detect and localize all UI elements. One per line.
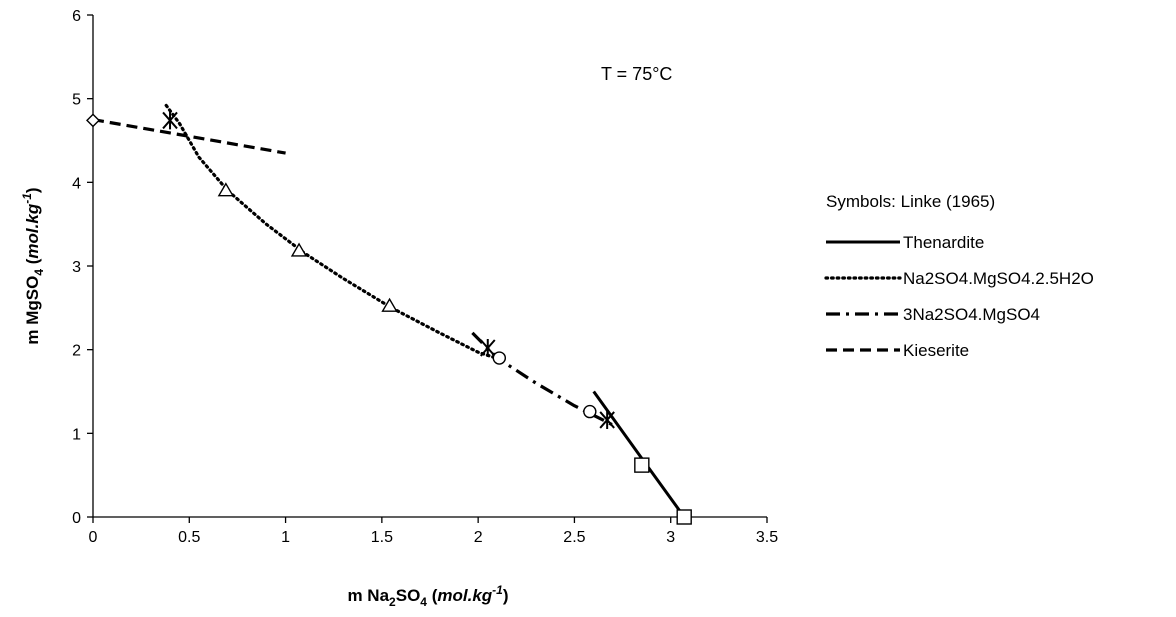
legend-label-2: Na2SO4.MgSO4.2.5H2O: [903, 269, 1094, 288]
legend-label-4: Kieserite: [903, 341, 969, 360]
x-tick-label: 3.5: [756, 529, 778, 546]
asterisk-marker: [480, 338, 496, 357]
series-line-2: [164, 103, 503, 362]
circle-marker: [492, 351, 507, 365]
series-line-4: [92, 118, 286, 155]
y-tick-label: 6: [72, 8, 81, 25]
y-tick-label: 5: [72, 92, 81, 109]
square-marker: [676, 509, 692, 525]
y-tick-label: 2: [72, 343, 81, 360]
temperature-annotation: T = 75°C: [601, 64, 672, 84]
x-tick-label: 2.5: [563, 529, 585, 546]
circle-marker: [583, 404, 597, 419]
x-tick-label: 3: [666, 529, 675, 546]
x-tick-label: 1.5: [371, 529, 393, 546]
y-tick-label: 1: [72, 426, 81, 443]
x-tick-label: 0.5: [178, 529, 200, 546]
legend-entries: Thenardite Na2SO4.MgSO4.2.5H2O 3Na2SO4.MgS…: [824, 233, 1094, 360]
x-axis-title: m Na2SO4 (mol.kg-1): [347, 583, 508, 609]
x-tick-label: 1: [281, 529, 290, 546]
series-line-1: [592, 390, 686, 518]
triangle-marker: [290, 242, 308, 257]
y-axis-title: m MgSO4 (mol.kg-1): [20, 187, 46, 344]
x-tick-label: 2: [474, 529, 483, 546]
triangle-marker: [217, 182, 235, 197]
y-tick-label: 0: [72, 510, 81, 527]
diamond-marker: [86, 113, 100, 128]
plot-area: 0 0.5 1 1.5 2 2.5 3 3.5 0 1 2 3 4 5 6: [72, 8, 778, 546]
x-tick-label: 0: [89, 529, 98, 546]
y-ticks: 0 1 2 3 4 5 6: [72, 8, 93, 527]
triangle-marker: [381, 297, 398, 312]
legend-title: Symbols: Linke (1965): [826, 192, 995, 211]
legend-label-1: Thenardite: [903, 233, 984, 252]
x-ticks: 0 0.5 1 1.5 2 2.5 3 3.5: [89, 517, 778, 546]
square-marker: [634, 457, 650, 473]
markers: [86, 111, 692, 525]
asterisk-marker: [599, 410, 615, 429]
asterisk-marker: [162, 111, 178, 130]
y-tick-label: 3: [72, 259, 81, 276]
y-tick-label: 4: [72, 175, 81, 192]
legend: Symbols: Linke (1965) Thenardite Na2SO4.M…: [824, 192, 1094, 360]
legend-label-3: 3Na2SO4.MgSO4: [903, 305, 1040, 324]
